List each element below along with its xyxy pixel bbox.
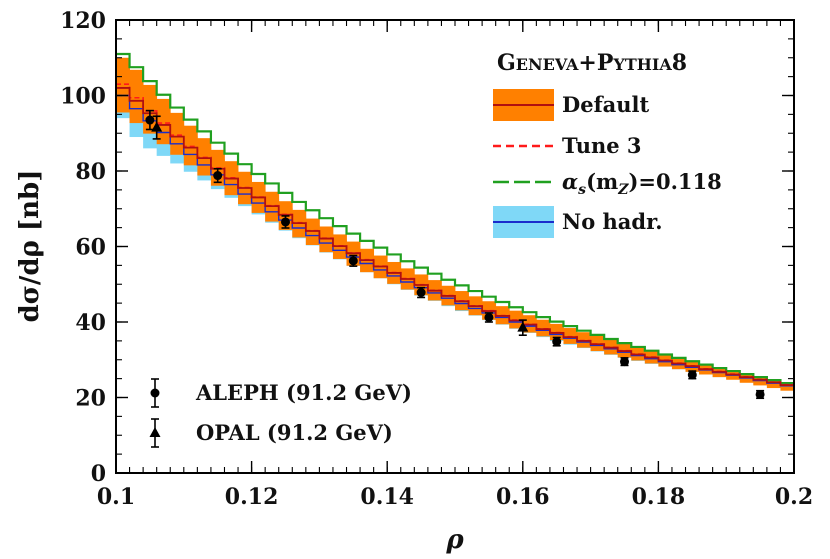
band-bin	[116, 57, 130, 113]
legend-data-label: ALEPH (91.2 GeV)	[195, 380, 412, 405]
y-tick-label: 100	[60, 84, 106, 110]
legend-label: Default	[562, 92, 649, 117]
aleph-point	[620, 357, 629, 367]
band-bin	[156, 98, 171, 145]
series-line-tune3	[116, 83, 794, 386]
x-tick-label: 0.18	[632, 484, 686, 510]
y-tick-label: 20	[75, 386, 106, 412]
legend-data-label: OPAL (91.2 GeV)	[196, 420, 393, 445]
y-axis-title: dσ/dρ [nb]	[15, 169, 45, 322]
series-line-alphas	[116, 52, 794, 385]
aleph-point	[755, 389, 765, 399]
y-tick-label: 40	[75, 310, 106, 336]
aleph-point	[145, 115, 155, 125]
legend-marker-circle	[150, 388, 160, 398]
x-tick-label: 0.2	[775, 484, 813, 510]
aleph-point	[687, 370, 697, 380]
legend: GENEVA+PYTHIA8 Default Tune 3 αs(mZ)=0.118 N…	[493, 50, 722, 238]
series-line-default	[116, 87, 794, 386]
plot-frame	[115, 19, 795, 474]
aleph-point	[348, 256, 358, 266]
x-axis-title: ρ	[445, 525, 464, 555]
y-tick-label: 0	[91, 461, 106, 487]
x-tick-label: 0.1	[97, 484, 135, 510]
legend-label: αs(mZ)=0.118	[562, 169, 722, 198]
band-bin	[183, 125, 198, 166]
series-line-no-hadr	[116, 94, 794, 387]
opal-point	[151, 121, 163, 132]
tick-labels: 0.1 0.12 0.14 0.16 0.18 0.2 0 20 40 60 80 100 120	[60, 8, 813, 510]
legend-title: GENEVA+PYTHIA8	[497, 50, 687, 76]
aleph-point	[281, 217, 290, 227]
legend-label: Tune 3	[562, 133, 642, 158]
data-legend: ALEPH (91.2 GeV) OPAL (91.2 GeV)	[149, 378, 412, 448]
aleph-point	[484, 312, 494, 322]
x-tick-label: 0.16	[496, 484, 550, 510]
aleph-point	[213, 171, 223, 181]
band-bin	[129, 69, 144, 124]
y-tick-label: 120	[60, 8, 106, 34]
y-tick-label: 60	[75, 235, 106, 261]
y-tick-label: 80	[75, 159, 106, 185]
legend-label: No hadr.	[562, 209, 663, 234]
x-tick-label: 0.14	[360, 484, 414, 510]
axis-ticks	[115, 19, 795, 474]
band-bin	[536, 319, 551, 337]
aleph-point	[552, 337, 562, 347]
legend-marker-triangle	[149, 427, 161, 437]
series-lines	[116, 52, 794, 387]
uncertainty-bands	[116, 57, 795, 391]
band-bin	[780, 382, 795, 391]
opal-point	[517, 321, 529, 332]
aleph-point	[416, 288, 426, 298]
band-bin	[170, 112, 185, 155]
x-tick-label: 0.12	[225, 484, 279, 510]
data-points	[145, 109, 765, 400]
